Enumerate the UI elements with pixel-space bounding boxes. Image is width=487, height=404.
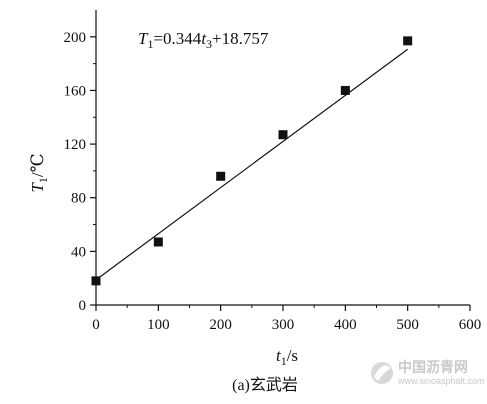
watermark-name: 中国沥青网 [398,359,468,376]
x-tick-label: 200 [209,317,232,333]
figure-caption: (a)玄武岩 [232,376,298,394]
data-point [278,130,288,140]
y-axis-label: T1/℃ [28,153,50,192]
y-tick-label: 160 [64,83,87,99]
x-tick-label: 600 [459,317,482,333]
fit-equation: T1=0.344t3+18.757 [138,29,269,51]
y-tick-label: 200 [64,30,87,46]
fit-line [95,48,409,281]
x-tick-label: 400 [334,317,357,333]
y-tick-label: 40 [71,244,86,260]
watermark-swoosh-icon [374,365,391,381]
data-point [340,85,350,95]
x-tick-label: 300 [272,317,295,333]
y-tick-label: 80 [71,191,86,207]
x-axis-label: t1/s [276,346,298,368]
data-point [91,276,101,286]
watermark-url: www.sinoasphalt.com [397,376,485,386]
x-tick-label: 0 [92,317,100,333]
data-points [91,36,413,286]
x-ticks: 0 100 200 300 400 500 600 [92,305,481,333]
y-tick-label: 120 [64,137,87,153]
x-tick-label: 100 [147,317,170,333]
y-ticks: 0 40 80 120 160 200 [64,30,96,314]
data-point [403,36,413,46]
x-tick-label: 500 [396,317,419,333]
watermark: 中国沥青网 www.sinoasphalt.com [371,359,485,386]
data-point [216,171,226,181]
y-tick-label: 0 [79,298,87,314]
data-point [153,237,163,247]
